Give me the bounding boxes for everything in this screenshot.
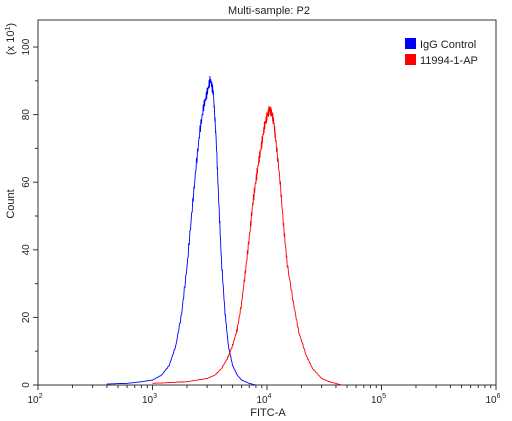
- y-multiplier-exponent: 1: [5, 27, 12, 31]
- y-tick-label: 80: [21, 109, 32, 121]
- y-axis-label: Count: [5, 189, 17, 218]
- svg-text:(x 101): (x 101): [5, 23, 17, 55]
- x-tick-label: 104: [256, 393, 271, 406]
- x-tick-base: 10: [142, 395, 154, 406]
- x-tick-exponent: 6: [497, 393, 501, 400]
- x-tick-label: 103: [142, 393, 157, 406]
- x-tick-exponent: 4: [268, 393, 272, 400]
- y-multiplier-label: (x 101): [5, 23, 17, 55]
- y-tick-label: 100: [21, 38, 32, 55]
- x-tick-exponent: 2: [39, 393, 43, 400]
- y-tick-label: 0: [21, 382, 32, 388]
- x-tick-label: 106: [485, 393, 500, 406]
- series-layer: [106, 75, 342, 386]
- x-axis-label: FITC-A: [250, 407, 286, 419]
- legend-swatch-11994-1-ap: [405, 54, 416, 65]
- x-tick-label: 105: [371, 393, 386, 406]
- x-tick-base: 10: [371, 395, 383, 406]
- legend-label-igg-control: IgG Control: [420, 39, 476, 51]
- legend-swatch-igg-control: [405, 38, 416, 49]
- series-line-11994-1-ap: [152, 106, 342, 386]
- y-tick-label: 40: [21, 244, 32, 256]
- chart-title: Multi-sample: P2: [228, 5, 310, 17]
- legend: IgG Control 11994-1-AP: [405, 38, 478, 67]
- y-tick-label: 60: [21, 176, 32, 188]
- x-tick-exponent: 3: [153, 393, 157, 400]
- series-line-igg-control: [106, 75, 257, 386]
- y-tick-label: 20: [21, 311, 32, 323]
- x-tick-base: 10: [27, 395, 39, 406]
- x-tick-base: 10: [256, 395, 268, 406]
- plot-frame: [37, 19, 497, 386]
- x-tick-label: 102: [27, 393, 42, 406]
- plot-area: [37, 19, 497, 386]
- y-multiplier-text: (x 10: [5, 31, 17, 55]
- x-tick-base: 10: [485, 395, 497, 406]
- x-tick-exponent: 5: [382, 393, 386, 400]
- legend-label-11994-1-ap: 11994-1-AP: [420, 55, 478, 67]
